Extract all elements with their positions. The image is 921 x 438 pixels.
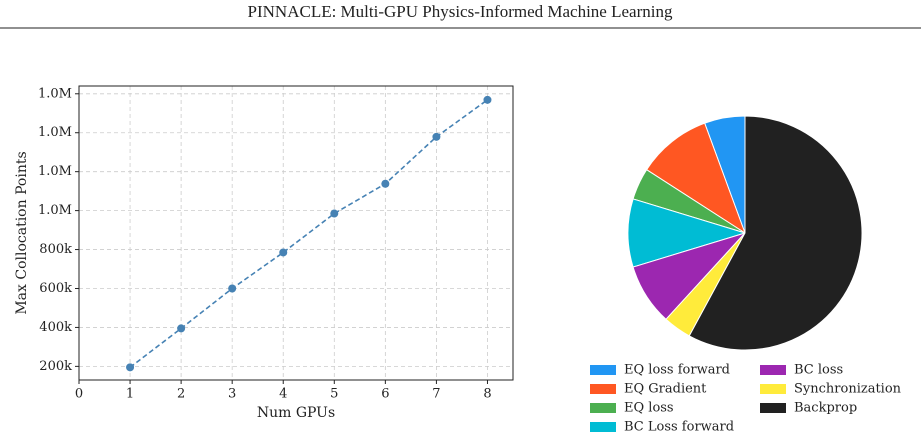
data-point — [483, 95, 492, 104]
y-tick-label: 1.0M — [38, 86, 72, 101]
legend-swatch — [760, 384, 786, 394]
x-tick-label: 2 — [177, 387, 185, 402]
legend-swatch — [590, 384, 616, 394]
legend-swatch — [590, 403, 616, 413]
legend-label: EQ Gradient — [624, 382, 707, 397]
pie-slice — [688, 115, 863, 351]
plot-frame — [78, 85, 514, 381]
legend-swatch — [760, 365, 786, 375]
y-tick-label: 1.0M — [38, 164, 72, 179]
data-point — [432, 132, 441, 141]
x-tick-label: 4 — [279, 387, 287, 402]
legend-label: EQ loss forward — [624, 363, 730, 378]
data-point — [330, 209, 339, 218]
x-tick-label: 7 — [432, 387, 440, 402]
data-point — [126, 363, 135, 372]
data-point — [228, 284, 237, 293]
x-tick-label: 0 — [75, 387, 83, 402]
x-tick-label: 5 — [330, 387, 338, 402]
x-tick-label: 8 — [483, 387, 491, 402]
legend-label: BC loss — [794, 363, 843, 378]
x-tick-label: 6 — [381, 387, 389, 402]
legend-label: BC Loss forward — [624, 420, 734, 435]
data-point — [279, 248, 288, 257]
legend-label: Synchronization — [794, 382, 902, 397]
data-line — [129, 99, 488, 368]
y-tick-label: 200k — [39, 359, 72, 374]
page-title: PINNACLE: Multi-GPU Physics-Informed Mac… — [248, 2, 673, 21]
legend-swatch — [590, 422, 616, 432]
legend-label: Backprop — [794, 401, 857, 416]
y-tick-label: 600k — [39, 281, 72, 296]
legend-label: EQ loss — [624, 401, 674, 416]
y-axis-label: Max Collocation Points — [14, 151, 30, 314]
legend-swatch — [760, 403, 786, 413]
x-axis-label: Num GPUs — [257, 405, 335, 421]
y-tick-label: 1.0M — [38, 125, 72, 140]
x-tick-label: 3 — [228, 387, 236, 402]
data-point — [177, 324, 186, 333]
y-tick-label: 1.0M — [38, 203, 72, 218]
y-tick-label: 400k — [39, 320, 72, 335]
y-tick-label: 800k — [39, 242, 72, 257]
pie-slice — [645, 122, 746, 235]
legend-swatch — [590, 365, 616, 375]
data-point — [381, 179, 390, 188]
x-tick-label: 1 — [126, 387, 134, 402]
